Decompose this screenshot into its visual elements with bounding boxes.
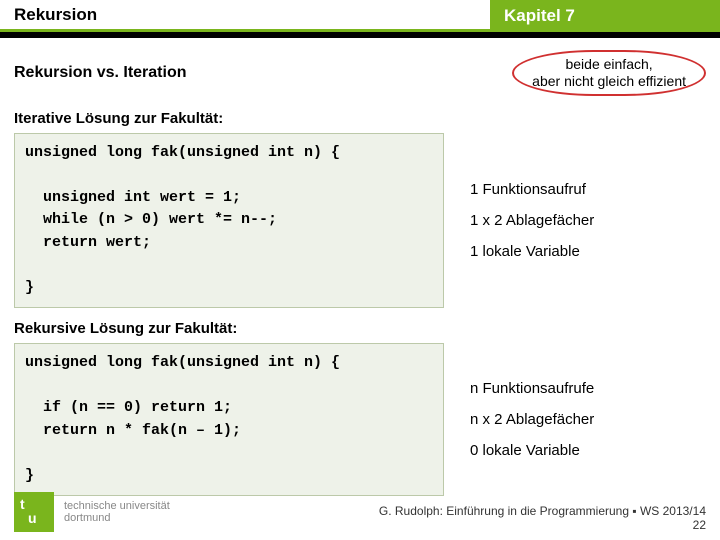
- recursive-label: Rekursive Lösung zur Fakultät:: [14, 320, 706, 337]
- iterative-code: unsigned long fak(unsigned int n) { unsi…: [14, 133, 444, 309]
- page-number: 22: [379, 518, 706, 532]
- note-item: 0 lokale Variable: [470, 442, 594, 459]
- subtitle-row: Rekursion vs. Iteration beide einfach, a…: [14, 50, 706, 96]
- svg-text:u: u: [28, 510, 37, 526]
- note-item: n x 2 Ablagefächer: [470, 411, 594, 428]
- callout-line1: beide einfach,: [532, 56, 686, 73]
- note-item: 1 x 2 Ablagefächer: [470, 212, 594, 229]
- iterative-row: unsigned long fak(unsigned int n) { unsi…: [14, 133, 706, 309]
- footer-credit-block: G. Rudolph: Einführung in die Programmie…: [379, 504, 706, 532]
- efficiency-callout: beide einfach, aber nicht gleich effizie…: [512, 50, 706, 96]
- footer-credit: G. Rudolph: Einführung in die Programmie…: [379, 504, 706, 518]
- subtitle: Rekursion vs. Iteration: [14, 64, 187, 82]
- iterative-label: Iterative Lösung zur Fakultät:: [14, 110, 706, 127]
- recursive-row: unsigned long fak(unsigned int n) { if (…: [14, 343, 706, 496]
- note-item: 1 lokale Variable: [470, 243, 594, 260]
- iterative-notes: 1 Funktionsaufruf 1 x 2 Ablagefächer 1 l…: [470, 181, 594, 260]
- uni-line1: technische universität: [64, 500, 170, 512]
- svg-text:t: t: [20, 496, 25, 512]
- callout-line2: aber nicht gleich effizient: [532, 73, 686, 90]
- note-item: 1 Funktionsaufruf: [470, 181, 594, 198]
- recursive-code: unsigned long fak(unsigned int n) { if (…: [14, 343, 444, 496]
- header-topic: Rekursion: [0, 0, 490, 32]
- university-name: technische universität dortmund: [64, 500, 170, 524]
- uni-line2: dortmund: [64, 512, 170, 524]
- university-logo: t u technische universität dortmund: [14, 492, 170, 532]
- slide-footer: t u technische universität dortmund G. R…: [0, 492, 720, 532]
- slide-header: Rekursion Kapitel 7: [0, 0, 720, 32]
- slide-content: Rekursion vs. Iteration beide einfach, a…: [0, 38, 720, 496]
- recursive-notes: n Funktionsaufrufe n x 2 Ablagefächer 0 …: [470, 380, 594, 459]
- tu-logo-icon: t u: [14, 492, 54, 532]
- note-item: n Funktionsaufrufe: [470, 380, 594, 397]
- header-chapter: Kapitel 7: [490, 0, 720, 32]
